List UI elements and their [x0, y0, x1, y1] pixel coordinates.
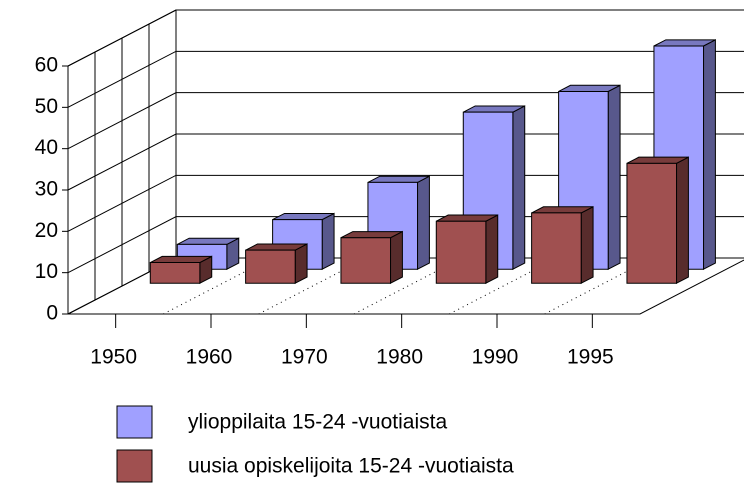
bar — [435, 214, 499, 285]
x-tick-label: 1970 — [281, 346, 328, 369]
legend-label: ylioppilaita 15-24 -vuotiaista — [188, 411, 447, 434]
bar-face — [367, 175, 430, 183]
bar — [626, 156, 689, 285]
bar-face — [177, 237, 239, 245]
bar-face — [626, 162, 678, 284]
bar-face — [272, 212, 335, 221]
y-tick-label: 30 — [35, 178, 58, 201]
x-tick-label: 1995 — [567, 346, 614, 369]
legend-swatch — [116, 405, 153, 439]
bar-face — [149, 262, 201, 284]
bar-face — [607, 84, 621, 271]
bar-face — [321, 212, 335, 271]
x-tick-label: 1950 — [90, 346, 137, 369]
bar-face — [245, 249, 296, 284]
bar-face — [340, 231, 403, 239]
x-tick-label: 1990 — [472, 346, 519, 369]
grid-line — [67, 50, 744, 108]
grid-line — [67, 133, 744, 191]
bar-face — [512, 105, 526, 271]
y-tick-label: 20 — [35, 219, 58, 242]
y-tick-label: 50 — [35, 95, 58, 118]
x-tick-label: 1980 — [376, 346, 423, 369]
bar-face — [485, 214, 499, 285]
bar-face — [531, 212, 582, 284]
bar — [531, 205, 594, 285]
bar-face — [676, 156, 689, 285]
bar-face — [653, 39, 716, 47]
bar — [149, 255, 213, 285]
bar-face — [436, 214, 498, 222]
grid-line — [67, 92, 744, 150]
bar-face — [703, 39, 716, 271]
bar — [245, 243, 308, 285]
floor-dots — [163, 257, 272, 315]
bar-face — [417, 175, 430, 271]
bar-face — [294, 243, 308, 285]
bar-face — [580, 205, 594, 285]
y-tick-label: 60 — [35, 54, 58, 77]
bar-face — [626, 156, 689, 164]
floor-dots — [544, 257, 653, 315]
bar-face — [558, 84, 621, 92]
floor-dots — [449, 257, 558, 315]
legend-swatch — [116, 449, 153, 483]
x-tick-label: 1960 — [186, 346, 233, 369]
y-tick-label: 40 — [35, 136, 58, 159]
bar-face — [150, 255, 212, 264]
y-tick-label: 0 — [46, 302, 58, 325]
bar-face — [531, 206, 594, 214]
y-tick-label: 10 — [35, 260, 58, 283]
bar-face — [390, 230, 403, 285]
grid-line — [67, 174, 744, 232]
grid-line — [67, 9, 744, 67]
floor-dots — [353, 257, 463, 315]
bar-face — [245, 243, 308, 251]
bar — [340, 230, 403, 285]
floor-dots — [258, 257, 367, 315]
bar-face — [435, 220, 487, 284]
bar-face — [463, 105, 525, 113]
bar-face — [340, 237, 392, 284]
legend-label: uusia opiskelijoita 15-24 -vuotiaista — [188, 455, 514, 478]
